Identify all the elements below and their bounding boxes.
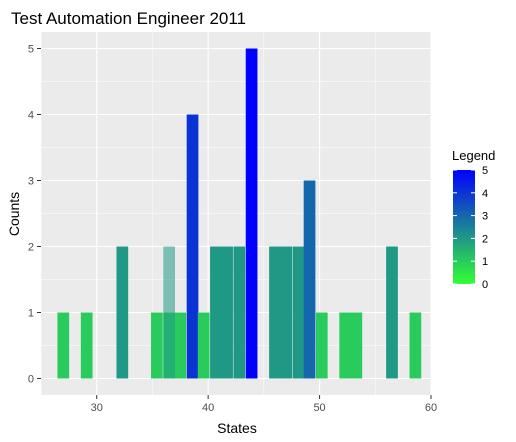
y-axis-title: Counts [6,192,22,236]
bar [386,246,398,379]
x-axis-title: States [217,420,257,436]
bar [280,246,292,379]
bar [116,246,129,379]
x-tick-label: 40 [202,402,214,414]
bar [292,246,305,379]
bar [245,48,258,379]
bar [163,246,175,379]
x-tick-label: 50 [313,402,325,414]
x-axis: 30 40 50 60 [91,395,437,414]
y-tick-label: 0 [28,374,34,386]
bar [409,312,422,379]
y-tick-label: 4 [28,110,34,122]
legend-title: Legend [452,148,495,163]
y-tick-label: 3 [28,176,34,188]
bar [315,312,328,379]
bar [186,114,199,379]
bar [269,246,281,379]
chart-title: Test Automation Engineer 2011 [11,9,246,28]
y-tick-label: 5 [28,44,34,56]
y-tick-label: 1 [28,308,34,320]
bars [57,48,422,379]
bar [339,312,352,379]
y-tick-label: 2 [28,242,34,254]
legend-tick-label: 1 [482,256,488,268]
y-axis: 0 1 2 3 4 5 [28,44,41,386]
x-tick-label: 30 [91,402,103,414]
bar [80,312,93,379]
x-tick-label: 60 [425,402,437,414]
bar [197,312,210,379]
bar [350,312,363,379]
legend-colorbar [453,170,475,284]
legend-tick-label: 5 [482,165,488,177]
bar [221,246,233,379]
legend-tick-label: 4 [482,188,488,200]
bar [174,312,187,379]
legend-tick-label: 3 [482,211,488,223]
bar [151,312,163,379]
bar [233,246,246,379]
bar [57,312,70,379]
legend-ticks: 0 1 2 3 4 5 [453,165,488,291]
bar [303,180,316,379]
legend: Legend 0 1 2 3 4 5 [452,148,495,291]
legend-tick-label: 0 [482,279,488,291]
legend-tick-label: 2 [482,233,488,245]
bar [210,246,222,379]
